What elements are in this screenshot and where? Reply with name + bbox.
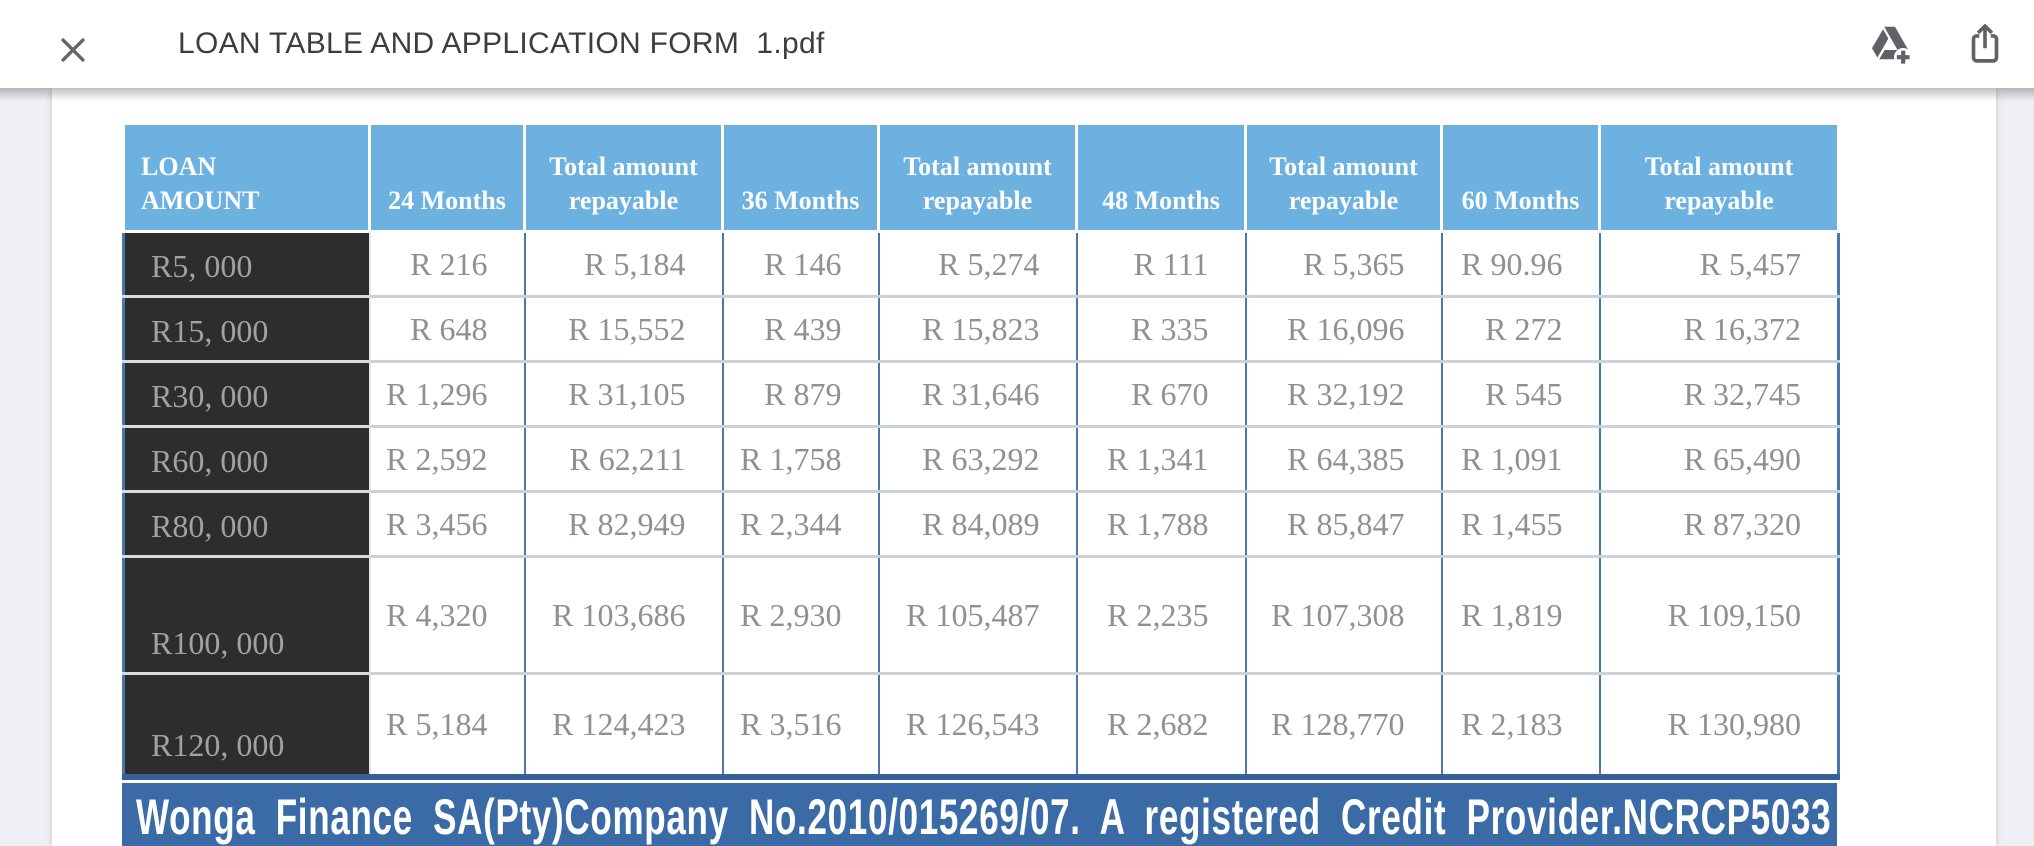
value-cell: R 272 (1440, 295, 1600, 362)
credit-provider-banner: Wonga Finance SA(Pty)Company No.2010/015… (122, 782, 1837, 846)
value-cell: R 1,455 (1440, 490, 1600, 557)
table-row: R80, 000 R 3,456 R 82,949 R 2,344 R 84,089 R … (123, 490, 1839, 557)
pdf-page[interactable]: LOAN AMOUNT 24 Months Total amount repayab… (52, 88, 1996, 846)
value-cell: R 545 (1440, 360, 1600, 427)
close-icon (56, 38, 90, 70)
value-cell: R 130,980 (1598, 672, 1839, 777)
value-cell: R 2,930 (721, 555, 879, 674)
appbar-shadow (0, 88, 2034, 101)
value-cell: R 124,423 (523, 672, 723, 777)
value-cell: R 105,487 (877, 555, 1077, 674)
value-cell: R 111 (1075, 230, 1246, 297)
value-cell: R 146 (721, 230, 879, 297)
share-button[interactable] (1962, 21, 2008, 67)
value-cell: R 15,823 (877, 295, 1077, 362)
value-cell: R 65,490 (1598, 425, 1839, 492)
loan-table: LOAN AMOUNT 24 Months Total amount repayab… (122, 122, 1840, 780)
value-cell: R 1,091 (1440, 425, 1600, 492)
column-header: Total amount repayable (877, 122, 1078, 233)
value-cell: R 109,150 (1598, 555, 1839, 674)
value-cell: R 85,847 (1244, 490, 1442, 557)
document-content: LOAN AMOUNT 24 Months Total amount repayab… (122, 122, 1840, 846)
value-cell: R 87,320 (1598, 490, 1839, 557)
column-header: 48 Months (1075, 122, 1247, 233)
value-cell: R 2,682 (1075, 672, 1246, 777)
value-cell: R 126,543 (877, 672, 1077, 777)
value-cell: R 32,745 (1598, 360, 1839, 427)
value-cell: R 3,456 (368, 490, 525, 557)
column-header: Total amount repayable (523, 122, 724, 233)
appbar-actions (1866, 0, 2008, 88)
credit-provider-text: Wonga Finance SA(Pty)Company No.2010/015… (136, 788, 1832, 845)
column-header-loan-amount: LOAN AMOUNT (122, 122, 371, 233)
value-cell: R 5,184 (368, 672, 525, 777)
value-cell: R 216 (368, 230, 525, 297)
value-cell: R 5,365 (1244, 230, 1442, 297)
table-row: R15, 000 R 648 R 15,552 R 439 R 15,823 R 335 R… (123, 295, 1839, 362)
value-cell: R 1,819 (1440, 555, 1600, 674)
loan-amount-cell: R15, 000 (123, 295, 371, 362)
column-header: Total amount repayable (1244, 122, 1443, 233)
value-cell: R 5,184 (523, 230, 723, 297)
value-cell: R 4,320 (368, 555, 525, 674)
value-cell: R 128,770 (1244, 672, 1442, 777)
value-cell: R 2,183 (1440, 672, 1600, 777)
value-cell: R 3,516 (721, 672, 879, 777)
add-to-drive-button[interactable] (1866, 20, 1914, 68)
share-icon (1962, 24, 2008, 70)
loan-amount-cell: R5, 000 (123, 230, 371, 297)
drive-add-icon (1866, 26, 1914, 71)
value-cell: R 31,646 (877, 360, 1077, 427)
column-header: 60 Months (1440, 122, 1601, 233)
loan-amount-cell: R80, 000 (123, 490, 371, 557)
app-bar: LOAN TABLE AND APPLICATION FORM 1.pdf (0, 0, 2034, 88)
value-cell: R 335 (1075, 295, 1246, 362)
document-title: LOAN TABLE AND APPLICATION FORM 1.pdf (178, 27, 825, 60)
column-header: 24 Months (368, 122, 526, 233)
value-cell: R 63,292 (877, 425, 1077, 492)
value-cell: R 15,552 (523, 295, 723, 362)
value-cell: R 103,686 (523, 555, 723, 674)
value-cell: R 1,788 (1075, 490, 1246, 557)
value-cell: R 84,089 (877, 490, 1077, 557)
value-cell: R 5,457 (1598, 230, 1839, 297)
value-cell: R 5,274 (877, 230, 1077, 297)
value-cell: R 1,341 (1075, 425, 1246, 492)
value-cell: R 16,096 (1244, 295, 1442, 362)
value-cell: R 16,372 (1598, 295, 1839, 362)
value-cell: R 107,308 (1244, 555, 1442, 674)
value-cell: R 82,949 (523, 490, 723, 557)
value-cell: R 2,344 (721, 490, 879, 557)
loan-amount-cell: R100, 000 (123, 555, 371, 674)
value-cell: R 1,758 (721, 425, 879, 492)
value-cell: R 2,592 (368, 425, 525, 492)
value-cell: R 2,235 (1075, 555, 1246, 674)
table-row: R120, 000 R 5,184 R 124,423 R 3,516 R 126,54… (123, 672, 1839, 777)
value-cell: R 439 (721, 295, 879, 362)
value-cell: R 1,296 (368, 360, 525, 427)
table-row: R100, 000 R 4,320 R 103,686 R 2,930 R 105,48… (123, 555, 1839, 674)
table-header-row: LOAN AMOUNT 24 Months Total amount repayab… (122, 122, 1840, 233)
table-row: R30, 000 R 1,296 R 31,105 R 879 R 31,646 R 67… (123, 360, 1839, 427)
value-cell: R 32,192 (1244, 360, 1442, 427)
column-header: 36 Months (721, 122, 880, 233)
loan-amount-cell: R60, 000 (123, 425, 371, 492)
value-cell: R 64,385 (1244, 425, 1442, 492)
value-cell: R 879 (721, 360, 879, 427)
value-cell: R 648 (368, 295, 525, 362)
value-cell: R 670 (1075, 360, 1246, 427)
loan-amount-cell: R30, 000 (123, 360, 371, 427)
value-cell: R 62,211 (523, 425, 723, 492)
table-row: R5, 000 R 216 R 5,184 R 146 R 5,274 R 111 R 5,… (123, 230, 1839, 297)
table-row: R60, 000 R 2,592 R 62,211 R 1,758 R 63,292 R … (123, 425, 1839, 492)
column-header: Total amount repayable (1598, 122, 1840, 233)
close-button[interactable] (53, 30, 93, 70)
loan-amount-cell: R120, 000 (123, 672, 371, 777)
value-cell: R 31,105 (523, 360, 723, 427)
value-cell: R 90.96 (1440, 230, 1600, 297)
